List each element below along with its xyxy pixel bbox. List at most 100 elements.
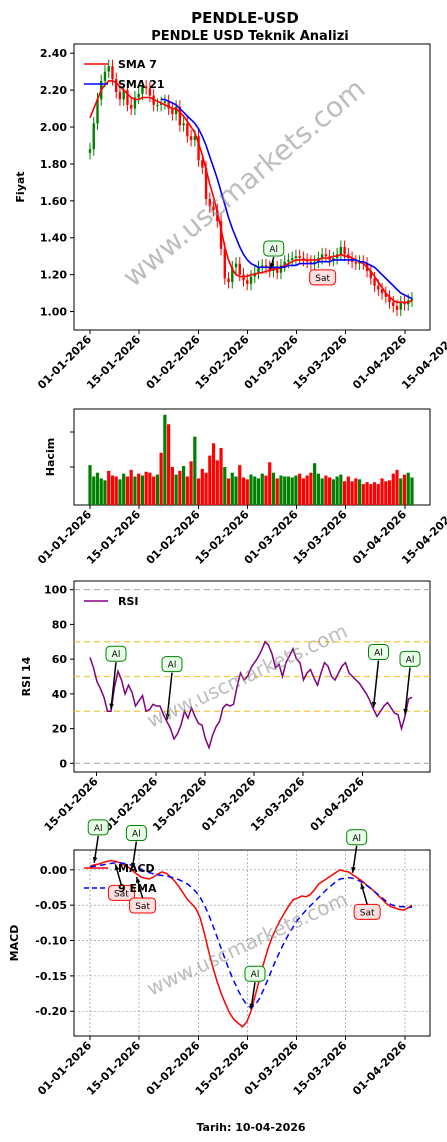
candle-body xyxy=(223,248,226,279)
candle-body xyxy=(133,97,137,109)
watermark-text: www.uscmarkets.com xyxy=(143,887,351,1001)
volume-bar xyxy=(241,477,246,505)
volume-bar xyxy=(122,473,126,505)
candle-body xyxy=(410,298,414,301)
candle-body xyxy=(204,167,208,199)
volume-bar xyxy=(174,474,178,505)
y-tick-label: 100 xyxy=(44,584,67,597)
legend-label: RSI xyxy=(118,595,139,608)
y-tick-label: 0.00 xyxy=(40,864,67,877)
volume-bar xyxy=(343,481,347,505)
volume-bar xyxy=(301,478,306,505)
candle-body xyxy=(242,274,245,281)
candle-body xyxy=(339,246,343,255)
volume-bar xyxy=(133,476,137,505)
candle-body xyxy=(234,263,238,268)
volume-bar xyxy=(253,476,257,505)
candle-body xyxy=(369,270,373,279)
volume-bar xyxy=(290,477,294,505)
signal-badge xyxy=(244,965,266,982)
candle-body xyxy=(216,210,219,222)
volume-bar xyxy=(189,461,193,505)
legend-label: MACD xyxy=(118,862,155,875)
volume-bar xyxy=(204,472,208,505)
candle-body xyxy=(159,103,163,105)
candle-body xyxy=(178,106,182,126)
legend-label: SMA 21 xyxy=(118,78,165,91)
volume-bar xyxy=(140,475,145,505)
volume-bar xyxy=(99,478,103,505)
volume-bar xyxy=(110,475,115,505)
signal-label: Al xyxy=(269,245,278,255)
candle-body xyxy=(111,66,114,80)
candle-body xyxy=(126,90,129,105)
rsi-line xyxy=(89,640,413,751)
volume-bar xyxy=(144,471,148,505)
signal-arrowhead xyxy=(269,263,275,269)
volume-bar xyxy=(354,478,358,505)
volume-bar xyxy=(125,476,130,505)
candle-body xyxy=(264,265,268,268)
candle-body xyxy=(144,86,148,89)
candle-body xyxy=(115,79,118,92)
signal-arrow xyxy=(372,660,380,708)
signal-label: Al xyxy=(112,650,121,660)
volume-bar xyxy=(103,480,107,505)
volume-bar xyxy=(200,468,204,505)
signal-arrowhead xyxy=(92,857,98,863)
candle-body xyxy=(279,265,283,273)
candle-body xyxy=(354,261,358,264)
candle-body xyxy=(189,136,193,140)
volume-bar xyxy=(219,448,223,505)
candle-body xyxy=(171,108,174,115)
volume-bar xyxy=(279,475,283,505)
volume-bar xyxy=(387,480,392,505)
signal-label: Al xyxy=(374,648,383,658)
volume-bar xyxy=(256,478,261,505)
candle-body xyxy=(118,91,122,100)
signal-arrowhead xyxy=(135,877,141,884)
candle-body xyxy=(88,149,92,153)
candle-body xyxy=(324,254,328,257)
candle-body xyxy=(392,302,395,307)
volume-bar xyxy=(376,484,380,505)
volume-bar xyxy=(196,478,201,505)
volume-bar xyxy=(339,474,343,505)
candle-body xyxy=(395,306,399,310)
candle-body xyxy=(92,123,95,150)
volume-bar xyxy=(271,472,276,505)
signal-label: Al xyxy=(352,834,361,844)
candle-body xyxy=(249,276,253,284)
signal-badge xyxy=(368,643,389,660)
volume-bar xyxy=(178,470,182,505)
candle-body xyxy=(343,246,346,255)
price-panel: 1.00 1.20 1.40 1.60 1.80 2.00 2.20 2.40 Fiyat Al S… xyxy=(14,43,447,392)
y-tick-label: 1.40 xyxy=(40,232,67,245)
volume-bar xyxy=(369,484,373,505)
candle-body xyxy=(163,101,167,104)
signal-badge xyxy=(346,829,368,846)
candle-body xyxy=(268,267,271,271)
volume-bar xyxy=(372,482,377,505)
volume-bar xyxy=(223,467,227,505)
volume-bar xyxy=(402,474,407,505)
candle-body xyxy=(193,136,197,140)
volume-bar xyxy=(148,472,152,505)
candle-body xyxy=(287,259,290,262)
y-axis-label: Fiyat xyxy=(14,171,27,202)
signal-label: Al xyxy=(406,655,415,665)
volume-bar xyxy=(249,474,253,505)
y-tick-label: 1.20 xyxy=(40,269,67,282)
candle-body xyxy=(294,256,298,259)
signal-label: Al xyxy=(132,830,141,840)
candle-body xyxy=(403,302,406,305)
volume-bar xyxy=(260,473,264,505)
candle-body xyxy=(129,104,133,109)
volume-bar xyxy=(88,465,92,505)
legend-label: SMA 7 xyxy=(118,58,157,71)
signal-arrowhead xyxy=(109,703,114,710)
volume-bar xyxy=(159,452,163,505)
signal-arrow xyxy=(110,662,117,710)
y-tick-label: 1.60 xyxy=(40,195,67,208)
